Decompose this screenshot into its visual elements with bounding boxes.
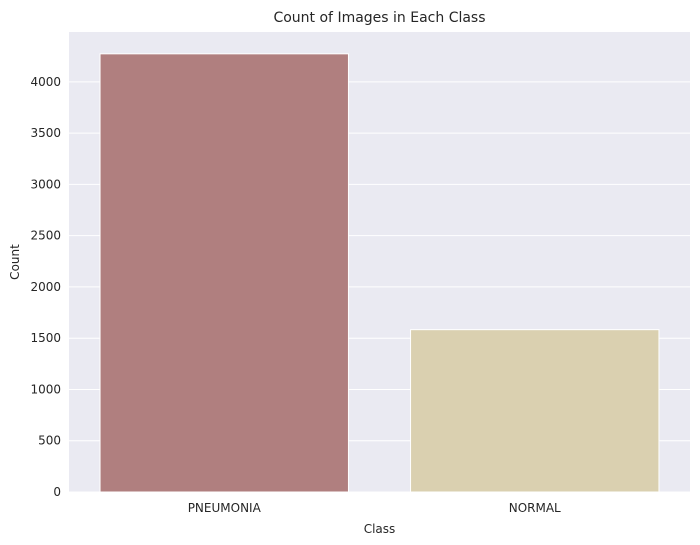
x-axis: PNEUMONIA NORMAL — [188, 501, 561, 515]
y-tick-label: 3500 — [30, 126, 61, 140]
y-tick-label: 1000 — [30, 382, 61, 396]
x-tick-label: PNEUMONIA — [188, 501, 262, 515]
y-tick-label: 2500 — [30, 229, 61, 243]
y-axis-label: Count — [8, 244, 22, 280]
y-axis: 0 500 1000 1500 2000 2500 3000 3500 4000 — [30, 75, 61, 499]
bar-pneumonia — [99, 53, 349, 493]
x-tick-label: NORMAL — [509, 501, 561, 515]
y-tick-label: 4000 — [30, 75, 61, 89]
y-tick-label: 3000 — [30, 177, 61, 191]
y-tick-label: 2000 — [30, 280, 61, 294]
y-tick-label: 0 — [53, 485, 61, 499]
chart-title: Count of Images in Each Class — [273, 10, 485, 26]
x-axis-label: Class — [364, 522, 396, 536]
bars — [99, 53, 660, 493]
y-tick-label: 1500 — [30, 331, 61, 345]
bar-normal — [410, 329, 660, 493]
y-tick-label: 500 — [38, 434, 61, 448]
